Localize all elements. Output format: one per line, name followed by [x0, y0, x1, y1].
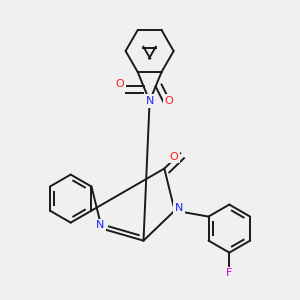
Text: N: N	[175, 203, 183, 213]
Text: O: O	[165, 96, 174, 106]
Text: F: F	[226, 268, 232, 278]
Text: O: O	[169, 152, 178, 161]
Text: N: N	[146, 96, 154, 106]
Text: O: O	[115, 79, 124, 89]
Text: N: N	[96, 220, 104, 230]
